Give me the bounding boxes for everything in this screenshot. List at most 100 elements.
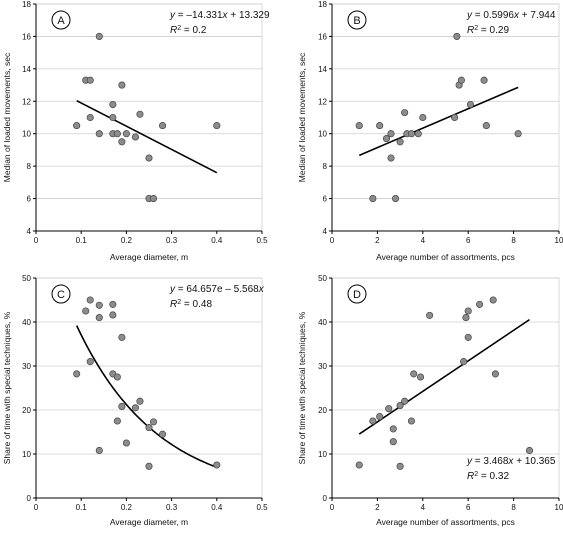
x-tick-label: 0.1 <box>76 503 88 512</box>
x-tick-label: 4 <box>421 503 426 512</box>
y-tick-label: 30 <box>22 362 31 371</box>
data-point <box>145 154 153 162</box>
panel-letter: B <box>353 15 360 27</box>
y-tick-label: 0 <box>27 494 32 503</box>
panel-letter: C <box>57 289 65 301</box>
data-point <box>213 122 221 130</box>
y-tick-label: 12 <box>22 97 31 106</box>
x-tick-label: 6 <box>466 503 471 512</box>
r-squared-label: R2 = 0.29 <box>467 25 509 37</box>
y-tick-label: 18 <box>22 0 31 9</box>
data-point <box>401 397 409 405</box>
data-point <box>480 76 488 84</box>
data-point <box>416 373 425 381</box>
data-point <box>82 307 90 315</box>
y-tick-label: 6 <box>323 195 328 204</box>
data-point <box>387 130 395 138</box>
data-point <box>385 405 393 413</box>
data-point <box>95 130 103 138</box>
y-tick-label: 50 <box>318 274 327 283</box>
y-tick-label: 40 <box>318 318 327 327</box>
data-point <box>462 314 470 322</box>
data-point <box>355 461 363 469</box>
data-point <box>407 130 416 138</box>
data-point <box>118 333 126 341</box>
data-point <box>122 439 130 447</box>
data-point <box>136 110 144 118</box>
data-point <box>95 32 103 40</box>
y-axis-label: Median of loaded movements, sec <box>297 52 307 182</box>
trend-line <box>75 325 218 469</box>
y-tick-label: 10 <box>318 450 327 459</box>
data-point <box>118 81 126 89</box>
x-tick-label: 4 <box>421 236 426 245</box>
data-point <box>86 358 94 366</box>
data-point <box>355 122 363 130</box>
data-point <box>109 300 117 308</box>
x-tick-label: 0.3 <box>166 236 178 245</box>
data-point <box>95 301 103 309</box>
x-tick-label: 0 <box>34 503 39 512</box>
y-tick-label: 4 <box>27 227 32 236</box>
data-point <box>407 417 416 425</box>
x-tick-label: 8 <box>511 236 516 245</box>
x-tick-label: 0 <box>330 236 335 245</box>
y-axis-label: Share of time with special techniques, % <box>297 311 307 464</box>
data-point <box>369 417 377 425</box>
data-point <box>86 113 94 122</box>
x-tick-label: 0 <box>330 503 335 512</box>
r-squared-label: R2 = 0.2 <box>170 25 207 37</box>
data-point <box>482 122 490 130</box>
panel-badge <box>347 284 367 304</box>
data-point <box>460 358 468 366</box>
data-point <box>466 100 475 109</box>
data-point <box>396 402 404 410</box>
r-squared-label: R2 = 0.32 <box>467 471 509 483</box>
data-point <box>73 370 81 378</box>
data-point <box>410 370 418 378</box>
data-point <box>86 296 94 304</box>
x-tick-label: 10 <box>555 503 563 512</box>
trend-line <box>358 86 519 157</box>
data-point <box>491 370 499 378</box>
data-point <box>475 300 484 308</box>
x-tick-label: 6 <box>466 236 471 245</box>
data-point <box>464 307 472 315</box>
data-point <box>419 113 427 122</box>
y-tick-label: 20 <box>22 406 31 415</box>
data-point <box>95 314 103 322</box>
data-point <box>392 195 400 203</box>
data-point <box>149 195 158 203</box>
data-point <box>113 373 121 381</box>
data-point <box>113 130 121 138</box>
x-tick-label: 10 <box>555 236 563 245</box>
y-tick-label: 4 <box>323 227 328 236</box>
data-point <box>376 122 384 130</box>
trend-line <box>358 318 530 435</box>
x-tick-label: 0.1 <box>76 236 88 245</box>
data-point <box>109 100 117 109</box>
data-point <box>369 195 377 203</box>
data-point <box>149 418 158 426</box>
y-tick-label: 40 <box>22 318 31 327</box>
x-axis-label: Average diameter, m <box>110 517 188 527</box>
data-point <box>389 425 397 433</box>
panel-badge <box>347 10 367 30</box>
data-point <box>414 130 422 138</box>
y-tick-label: 0 <box>323 494 328 503</box>
data-point <box>109 311 117 319</box>
data-point <box>118 138 126 146</box>
y-tick-label: 8 <box>323 162 328 171</box>
x-axis-label: Average number of assortments, pcs <box>376 517 515 527</box>
data-point <box>426 311 434 319</box>
y-tick-label: 8 <box>27 162 32 171</box>
data-point <box>122 130 130 138</box>
x-tick-label: 0.5 <box>256 236 268 245</box>
panel-a: 4 6 8 10 12 14 16 18 0 0.1 0.2 0.3 0.4 0.5 Average dia… <box>2 0 270 262</box>
regression-equation: y = 0.5996x + 7.944 <box>466 10 556 21</box>
data-point <box>457 76 465 84</box>
data-point <box>489 296 497 304</box>
x-tick-label: 0.2 <box>121 503 133 512</box>
data-point <box>514 130 522 138</box>
